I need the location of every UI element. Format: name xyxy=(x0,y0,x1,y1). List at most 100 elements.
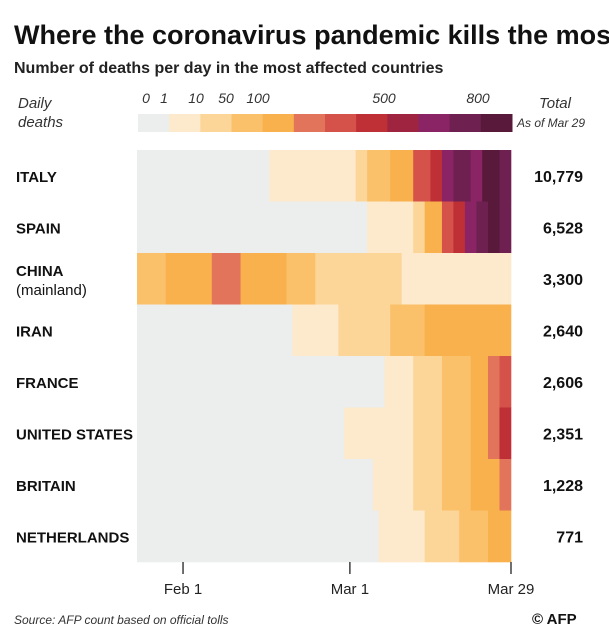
chart-subtitle: Number of deaths per day in the most aff… xyxy=(14,60,444,77)
x-tick-label: Mar 29 xyxy=(488,581,535,598)
heatmap-cell xyxy=(470,407,489,460)
legend-asof-label: As of Mar 29 xyxy=(516,116,585,130)
row-total: 3,300 xyxy=(543,272,583,289)
heatmap-cell xyxy=(413,459,443,511)
heatmap-cell xyxy=(378,510,425,563)
country-label: SPAIN xyxy=(16,220,61,237)
heatmap-cell xyxy=(430,150,443,202)
source-note: Source: AFP count based on official toll… xyxy=(14,613,229,627)
heatmap-cell xyxy=(413,356,443,408)
legend-tick-label: 800 xyxy=(466,90,490,106)
heatmap-cell xyxy=(424,304,512,357)
legend-ticks: 0 1 10 50 100 500 800 xyxy=(142,90,490,106)
heatmap-cell xyxy=(476,201,489,254)
country-label: CHINA xyxy=(16,263,64,280)
heatmap-cell xyxy=(137,150,270,202)
legend-swatch xyxy=(293,114,326,132)
legend-swatch xyxy=(356,114,388,132)
legend-label-line1: Daily xyxy=(18,95,53,112)
legend-tick-label: 50 xyxy=(218,90,234,106)
heatmap-cell xyxy=(413,150,431,202)
legend-swatch xyxy=(169,114,201,132)
heatmap-cell xyxy=(367,150,391,202)
row-total: 2,640 xyxy=(543,323,583,340)
heatmap-row: SPAIN 6,528 xyxy=(16,201,583,254)
country-label: BRITAIN xyxy=(16,478,76,495)
heatmap-cell xyxy=(441,201,454,254)
heatmap-row: IRAN 2,640 xyxy=(16,304,583,357)
heatmap-cell xyxy=(424,201,443,254)
country-label: ITALY xyxy=(16,169,57,186)
country-label: IRAN xyxy=(16,323,53,340)
country-label: NETHERLANDS xyxy=(16,529,129,546)
heatmap-cell xyxy=(384,356,414,408)
legend-label-line2: deaths xyxy=(18,114,64,131)
credit: © AFP xyxy=(532,611,577,628)
heatmap-row: UNITED STATES 2,351 xyxy=(16,407,583,460)
legend-tick-label: 0 xyxy=(142,90,150,106)
legend-swatch xyxy=(231,114,264,132)
legend-swatch xyxy=(200,114,232,132)
row-total: 2,351 xyxy=(543,426,583,443)
heatmap-cell xyxy=(137,253,167,305)
heatmap-row: CHINA (mainland) 3,300 xyxy=(16,253,583,305)
heatmap-cell xyxy=(413,201,425,254)
x-tick-label: Feb 1 xyxy=(164,581,202,598)
legend-swatch xyxy=(138,114,170,132)
legend-total-label: Total xyxy=(539,95,572,112)
heatmap-cell xyxy=(378,407,414,460)
legend-tick-label: 100 xyxy=(246,90,270,106)
heatmap-cell xyxy=(470,356,489,408)
heatmap-cell xyxy=(459,510,489,563)
heatmap-cell xyxy=(137,201,368,254)
heatmap-cell xyxy=(413,407,443,460)
heatmap-cell xyxy=(499,407,512,460)
row-total: 6,528 xyxy=(543,220,583,237)
heatmap-cell xyxy=(470,150,483,202)
country-label: UNITED STATES xyxy=(16,426,133,443)
heatmap-cell xyxy=(453,150,472,202)
row-total: 10,779 xyxy=(534,169,583,186)
x-tick-label: Mar 1 xyxy=(331,581,369,598)
heatmap-cell xyxy=(344,407,379,460)
heatmap-cell xyxy=(390,304,425,357)
heatmap-cell xyxy=(487,356,500,408)
heatmap-cell xyxy=(487,510,512,563)
heatmap-cell xyxy=(240,253,287,305)
heatmap-cell xyxy=(441,459,472,511)
heatmap-cell xyxy=(137,407,345,460)
country-label: FRANCE xyxy=(16,375,79,392)
heatmap-cell xyxy=(487,407,500,460)
heatmap-cell xyxy=(441,356,472,408)
heatmap-cell xyxy=(499,201,512,254)
heatmap-cell xyxy=(487,201,500,254)
heatmap-cell xyxy=(424,510,460,563)
heatmap-row: NETHERLANDS 771 xyxy=(16,510,583,563)
heatmap-row: BRITAIN 1,228 xyxy=(16,459,583,511)
legend: Daily deaths 0 1 10 50 100 500 800 Total As of… xyxy=(18,90,585,132)
chart-title: Where the coronavirus pandemic kills the… xyxy=(14,20,609,50)
heatmap-cell xyxy=(286,253,316,305)
legend-tick-label: 500 xyxy=(372,90,396,106)
legend-swatch xyxy=(262,114,295,132)
heatmap-cell xyxy=(367,201,414,254)
heatmap-cell xyxy=(372,459,414,511)
heatmap-cell xyxy=(436,253,512,305)
heatmap-cell xyxy=(269,150,356,202)
heatmap-row: FRANCE 2,606 xyxy=(16,356,583,408)
heatmap-row: ITALY 10,779 xyxy=(16,150,583,202)
row-total: 1,228 xyxy=(543,478,583,495)
legend-tick-label: 10 xyxy=(188,90,204,106)
legend-tick-label: 1 xyxy=(160,90,168,106)
heatmap-cell xyxy=(390,150,414,202)
heatmap-cell xyxy=(137,459,374,511)
x-axis: Feb 1 Mar 1 Mar 29 xyxy=(164,562,534,598)
legend-swatch xyxy=(387,114,419,132)
heatmap-cell xyxy=(355,150,368,202)
heatmap-cell xyxy=(137,510,379,563)
heatmap-cell xyxy=(338,304,391,357)
heatmap-cell xyxy=(401,253,437,305)
heatmap-cell xyxy=(315,253,402,305)
heatmap-cell xyxy=(499,459,512,511)
